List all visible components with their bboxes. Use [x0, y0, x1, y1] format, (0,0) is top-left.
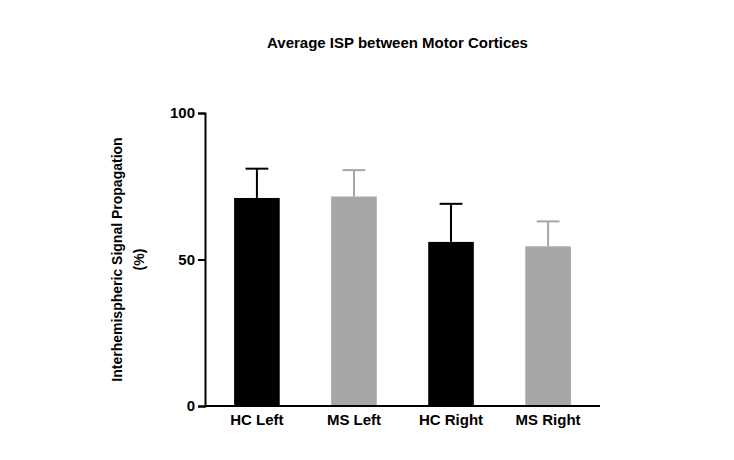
x-tick-label: MS Left	[327, 411, 381, 428]
error-bar-cap	[440, 203, 463, 205]
y-tick-mark	[198, 406, 205, 408]
plot-area	[234, 169, 571, 406]
title: Average ISP between Motor Cortices	[267, 34, 528, 51]
error-bar	[440, 204, 463, 242]
y-tick-label: 100	[170, 104, 195, 121]
y-tick: 0	[187, 397, 205, 414]
x-tick: HC Right	[419, 406, 483, 428]
x-tick-label: HC Right	[419, 411, 483, 428]
y-tick: 100	[170, 104, 205, 121]
x-tick: MS Left	[327, 406, 381, 428]
y-axis-line	[198, 114, 206, 407]
error-bar	[246, 169, 269, 198]
x-axis-line	[205, 405, 600, 407]
bar	[331, 197, 377, 406]
x-tick: HC Left	[230, 406, 283, 428]
bar	[525, 246, 571, 406]
y-tick-label: 50	[178, 251, 195, 268]
x-tick-label: HC Left	[230, 411, 283, 428]
bar	[234, 198, 280, 406]
error-bar-cap	[537, 220, 560, 222]
y-tick-mark	[198, 113, 205, 115]
error-bar-cap	[343, 169, 366, 171]
y-axis-title: (%)	[131, 249, 147, 271]
y-tick-mark	[198, 259, 205, 261]
error-bar	[537, 221, 560, 246]
y-tick: 50	[178, 251, 205, 268]
error-bar-stem	[256, 169, 258, 198]
error-bar	[343, 170, 366, 196]
x-axis: HC Left MS Left HC Right MS Right	[205, 406, 600, 428]
error-bar-stem	[450, 204, 452, 242]
error-bar-cap	[246, 168, 269, 170]
bar	[428, 242, 474, 406]
error-bar-stem	[547, 221, 549, 246]
chart: Average ISP between Motor Cortices Interh…	[0, 0, 734, 460]
y-axis: 0 50 100	[170, 104, 206, 414]
error-bar-stem	[353, 170, 355, 196]
x-tick-label: MS Right	[516, 411, 581, 428]
x-tick: MS Right	[516, 406, 581, 428]
y-axis-title: Interhemispheric Signal Propagation	[109, 137, 125, 381]
y-tick-label: 0	[187, 397, 195, 414]
